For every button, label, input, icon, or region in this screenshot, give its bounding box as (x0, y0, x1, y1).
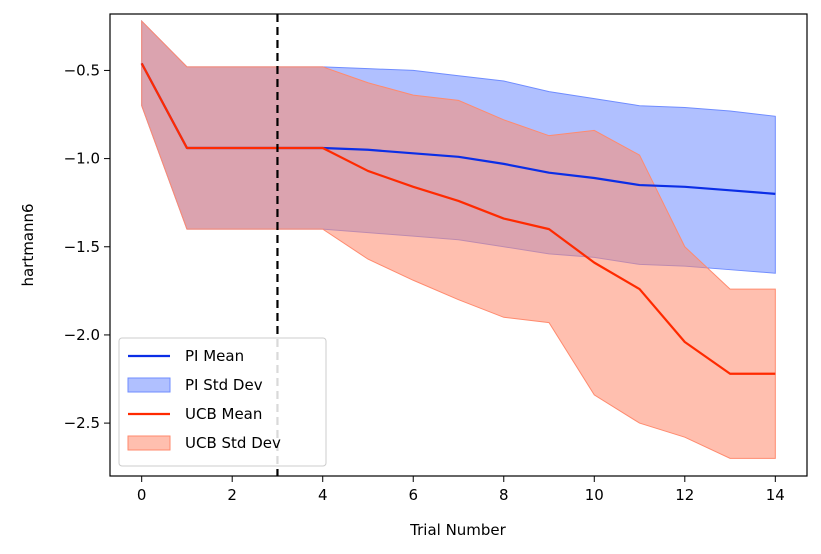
legend-ucb-mean-label: UCB Mean (185, 405, 262, 423)
y-tick-label: −0.5 (64, 61, 100, 79)
x-tick-label: 4 (318, 486, 328, 504)
x-axis-label: Trial Number (409, 521, 507, 539)
axes: 0 2 4 6 8 10 12 14 −0.5 −1.0 −1.5 −2.0 −2.5 (64, 61, 785, 504)
legend-ucb-std-dev-label: UCB Std Dev (185, 434, 281, 452)
y-axis-label: hartmann6 (19, 203, 37, 286)
x-tick-label: 0 (137, 486, 147, 504)
y-tick-label: −2.5 (64, 414, 100, 432)
legend-ucb-std-dev-swatch (127, 435, 171, 451)
x-tick-label: 2 (227, 486, 237, 504)
legend-pi-mean-label: PI Mean (185, 347, 244, 365)
legend-pi-std-dev-label: PI Std Dev (185, 376, 263, 394)
y-tick-label: −1.5 (64, 238, 100, 256)
legend: PI Mean PI Std Dev UCB Mean UCB Std Dev (118, 337, 327, 467)
line-ucb-mean (140, 62, 776, 375)
band-ucb-std-dev (141, 19, 776, 459)
y-tick-label: −2.0 (64, 326, 100, 344)
legend-pi-std-dev-swatch (127, 377, 171, 393)
y-tick-label: −1.0 (64, 150, 100, 168)
x-tick-label: 10 (585, 486, 604, 504)
legend-box (118, 337, 327, 467)
plot-frame (109, 13, 808, 477)
x-tick-label: 6 (408, 486, 418, 504)
x-tick-label: 12 (675, 486, 694, 504)
x-tick-label: 14 (766, 486, 785, 504)
plot-area (140, 14, 776, 476)
x-tick-label: 8 (499, 486, 509, 504)
